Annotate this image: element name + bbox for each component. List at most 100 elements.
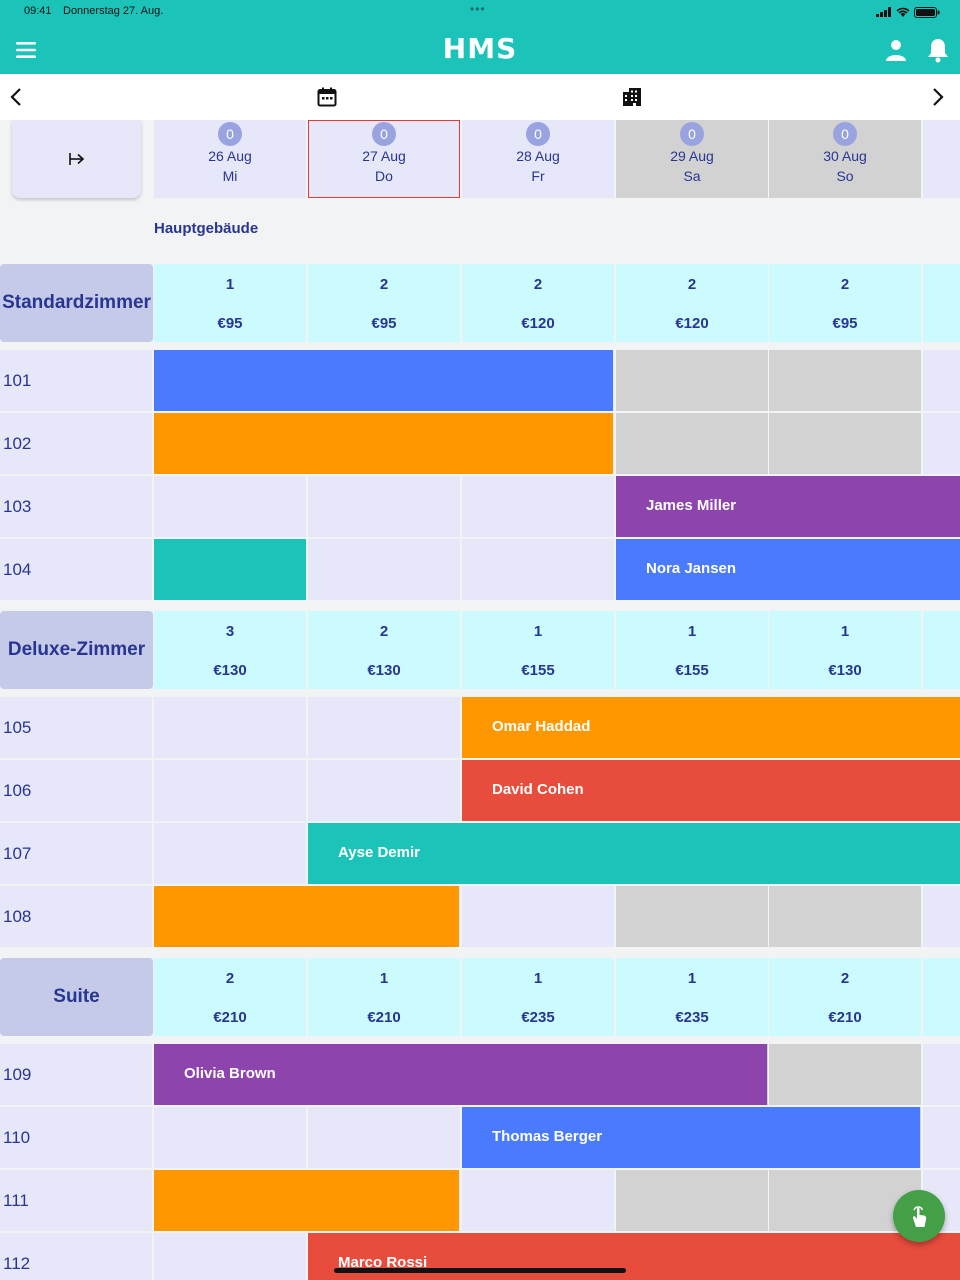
calendar-icon[interactable]: [315, 85, 339, 109]
room-day-cell[interactable]: [154, 697, 306, 758]
room-day-cell[interactable]: [769, 1044, 921, 1105]
room-price: €130: [367, 662, 401, 679]
status-time: 09:41: [24, 5, 52, 17]
room-day-cell[interactable]: [769, 413, 921, 474]
booking-bar[interactable]: [154, 886, 459, 947]
booking-bar[interactable]: James Miller: [616, 476, 960, 537]
touch-action-button[interactable]: [893, 1190, 945, 1242]
room-day-cell-next[interactable]: [923, 1107, 960, 1168]
building-icon[interactable]: [620, 85, 644, 109]
room-day-cell[interactable]: [308, 697, 460, 758]
booking-bar[interactable]: Omar Haddad: [462, 697, 960, 758]
room-day-cell-next[interactable]: [923, 350, 960, 411]
available-rooms: 3: [225, 623, 235, 640]
day-header[interactable]: 0 26 Aug Mi: [154, 120, 306, 198]
room-day-cell[interactable]: [154, 1107, 306, 1168]
room-category-label[interactable]: Standardzimmer: [0, 264, 153, 342]
room-day-cell[interactable]: [769, 350, 921, 411]
room-day-cell[interactable]: [616, 1170, 768, 1231]
available-rooms: 1: [379, 970, 389, 987]
available-rooms: 2: [533, 276, 543, 293]
day-header-next: [923, 120, 960, 198]
bell-icon[interactable]: [926, 37, 950, 63]
room-day-cell[interactable]: [154, 1233, 306, 1280]
room-number[interactable]: 106: [0, 760, 152, 821]
day-header[interactable]: 0 30 Aug So: [769, 120, 921, 198]
multitasking-dots-icon[interactable]: •••: [470, 2, 486, 16]
chevron-right-icon[interactable]: [925, 85, 949, 109]
hamburger-icon[interactable]: [14, 38, 38, 62]
user-icon[interactable]: [884, 38, 908, 62]
available-rooms: 1: [533, 623, 543, 640]
category-day-summary: 1 €155: [616, 611, 768, 689]
category-day-summary-next: [923, 611, 960, 689]
room-category-label[interactable]: Deluxe-Zimmer: [0, 611, 153, 689]
booking-bar[interactable]: Nora Jansen: [616, 539, 960, 600]
day-weekday: Mi: [222, 168, 238, 184]
room-number-text: 110: [3, 1128, 31, 1147]
room-day-cell[interactable]: [154, 823, 306, 884]
room-day-cell[interactable]: [462, 886, 614, 947]
day-header[interactable]: 0 28 Aug Fr: [462, 120, 614, 198]
booking-bar[interactable]: [154, 350, 613, 411]
room-day-cell[interactable]: [616, 886, 768, 947]
room-day-cell[interactable]: [308, 760, 460, 821]
room-number[interactable]: 103: [0, 476, 152, 537]
room-number[interactable]: 111: [0, 1170, 152, 1231]
room-day-cell[interactable]: [308, 476, 460, 537]
room-day-cell[interactable]: [154, 476, 306, 537]
room-day-cell[interactable]: [462, 476, 614, 537]
booking-bar[interactable]: David Cohen: [462, 760, 960, 821]
day-date: 27 Aug: [362, 148, 406, 164]
day-header[interactable]: 0 27 Aug Do: [308, 120, 460, 198]
room-day-cell[interactable]: [154, 760, 306, 821]
booking-bar[interactable]: [154, 539, 306, 600]
room-price: €120: [521, 315, 555, 332]
room-day-cell-next[interactable]: [923, 413, 960, 474]
available-rooms: 2: [379, 276, 389, 293]
day-date: 26 Aug: [208, 148, 252, 164]
category-day-summary: 1 €210: [308, 958, 460, 1036]
room-number-text: 104: [3, 560, 32, 579]
room-price: €95: [371, 315, 397, 332]
room-day-cell-next[interactable]: [923, 886, 960, 947]
booking-bar[interactable]: [154, 413, 613, 474]
booking-bar[interactable]: Ayse Demir: [308, 823, 960, 884]
room-category-label[interactable]: Suite: [0, 958, 153, 1036]
room-day-cell[interactable]: [616, 413, 768, 474]
room-number[interactable]: 109: [0, 1044, 152, 1105]
room-number[interactable]: 107: [0, 823, 152, 884]
chevron-left-icon[interactable]: [5, 85, 29, 109]
available-rooms: 2: [687, 276, 697, 293]
room-day-cell[interactable]: [308, 1107, 460, 1168]
booking-bar[interactable]: Thomas Berger: [462, 1107, 920, 1168]
booking-bar[interactable]: [154, 1170, 459, 1231]
category-day-summary: 1 €235: [462, 958, 614, 1036]
room-number-text: 106: [3, 781, 32, 800]
room-number[interactable]: 105: [0, 697, 152, 758]
room-number[interactable]: 101: [0, 350, 152, 411]
room-day-cell-next[interactable]: [923, 1044, 960, 1105]
room-day-cell[interactable]: [616, 350, 768, 411]
room-day-cell[interactable]: [308, 539, 460, 600]
cellular-signal-icon: [876, 7, 891, 17]
available-rooms: 2: [840, 276, 850, 293]
room-number-text: 103: [3, 497, 32, 516]
room-number[interactable]: 110: [0, 1107, 152, 1168]
category-day-summary: 2 €120: [462, 264, 614, 342]
category-day-summary: 1 €155: [462, 611, 614, 689]
booking-bar[interactable]: Olivia Brown: [154, 1044, 767, 1105]
day-header[interactable]: 0 29 Aug Sa: [616, 120, 768, 198]
room-number[interactable]: 108: [0, 886, 152, 947]
room-day-cell[interactable]: [462, 1170, 614, 1231]
room-number[interactable]: 102: [0, 413, 152, 474]
expand-button[interactable]: [12, 120, 141, 198]
app-logo: HMS: [442, 32, 518, 65]
room-day-cell[interactable]: [769, 886, 921, 947]
room-number[interactable]: 112: [0, 1233, 152, 1280]
category-day-summary: 1 €95: [154, 264, 306, 342]
room-number[interactable]: 104: [0, 539, 152, 600]
status-date: Donnerstag 27. Aug.: [63, 5, 164, 17]
booking-guest-name: Ayse Demir: [338, 844, 420, 861]
room-day-cell[interactable]: [462, 539, 614, 600]
